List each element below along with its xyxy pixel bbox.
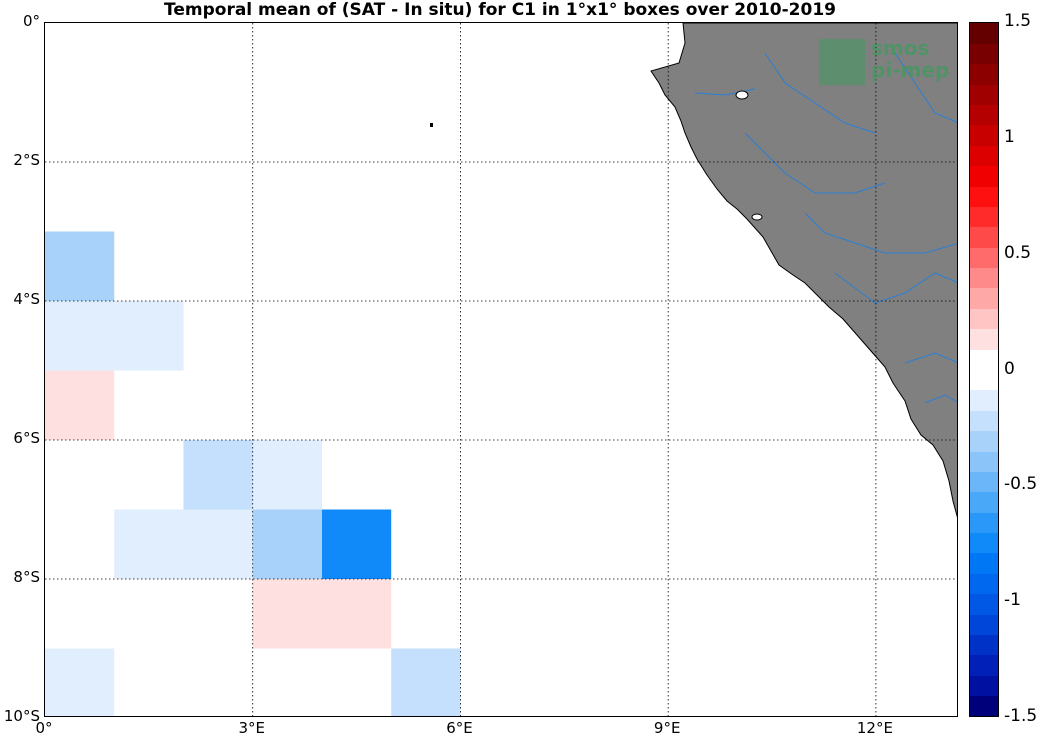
colorbar-segment-23 [970, 226, 998, 248]
colorbar-segment-8 [970, 532, 998, 554]
lon-tick-label-1: 3°E [238, 719, 265, 737]
colorbar-segment-30 [970, 84, 998, 106]
logo-mark [819, 39, 865, 85]
logo: smos pi-mep [819, 36, 949, 85]
colorbar-segment-25 [970, 186, 998, 207]
lon-tick-label-0: 0° [35, 719, 53, 737]
colorbar-segment-4 [970, 614, 998, 635]
colorbar-segment-15 [970, 389, 998, 411]
data-cell-3 [45, 370, 115, 440]
coast-river-3 [744, 132, 886, 194]
graticule-layer [45, 23, 957, 716]
lake-2 [751, 213, 763, 221]
colorbar-segment-12 [970, 451, 998, 472]
lat-tick-label-3: 6°S [13, 429, 40, 447]
land-layer [430, 23, 957, 518]
lat-tick-label-5: 10°S [3, 707, 40, 725]
colorbar-segment-18 [970, 328, 998, 350]
colorbar-segment-11 [970, 471, 998, 493]
colorbar-segment-2 [970, 654, 998, 676]
colorbar-segment-20 [970, 287, 998, 309]
data-cell-8 [252, 509, 322, 579]
colorbar-segment-33 [970, 23, 998, 44]
data-cell-11 [321, 579, 392, 649]
logo-line-2: pi-mep [871, 58, 949, 82]
data-cell-6 [114, 509, 184, 579]
colorbar-segment-19 [970, 308, 998, 330]
colorbar-segment-7 [970, 552, 998, 574]
lon-tick-label-2: 6°E [446, 719, 473, 737]
lon-tick-label-4: 12°E [856, 719, 893, 737]
colorbar-segment-0 [970, 695, 998, 717]
colorbar-segment-28 [970, 124, 998, 146]
data-cell-4 [183, 440, 253, 510]
map-frame: smos pi-mep [44, 22, 958, 717]
coast-river-5 [834, 272, 957, 304]
data-cell-9 [321, 509, 392, 579]
colorbar-tick-label-6: -1.5 [1004, 706, 1038, 726]
data-cell-13 [391, 648, 461, 716]
data-cell-12 [45, 648, 115, 716]
coast-river-7 [894, 52, 957, 123]
data-cell-5 [252, 440, 322, 510]
colorbar-tick-label-4: -0.5 [1004, 474, 1038, 495]
colorbar-segment-29 [970, 104, 998, 126]
colorbar-segment-16 [970, 369, 998, 391]
lat-tick-label-1: 2°S [13, 151, 40, 169]
coast-river-1 [764, 52, 876, 134]
colorbar-segment-1 [970, 675, 998, 697]
colorbar-segment-17 [970, 349, 998, 370]
coast-river-4 [804, 212, 957, 254]
data-cell-1 [45, 301, 115, 371]
colorbar-segment-5 [970, 593, 998, 615]
colorbar [969, 22, 999, 717]
colorbar-segment-31 [970, 63, 998, 85]
colorbar-tick-label-1: 1 [1004, 126, 1015, 147]
colorbar-segment-10 [970, 491, 998, 513]
lat-tick-label-0: 0° [22, 12, 40, 30]
colorbar-segment-6 [970, 573, 998, 595]
data-cell-10 [252, 579, 322, 649]
colorbar-segment-21 [970, 267, 998, 289]
colorbar-segment-32 [970, 43, 998, 65]
colorbar-segment-13 [970, 430, 998, 452]
logo-line-1: smos [871, 36, 929, 60]
colorbar-segment-26 [970, 165, 998, 187]
lat-tick-label-2: 4°S [13, 290, 40, 308]
coast-river-8 [924, 394, 957, 404]
data-cells-layer [45, 231, 461, 716]
colorbar-segment-27 [970, 145, 998, 167]
colorbar-segment-14 [970, 410, 998, 432]
data-cell-0 [45, 231, 115, 301]
map-canvas: smos pi-mep [45, 23, 957, 716]
map-title: Temporal mean of (SAT - In situ) for C1 … [164, 0, 836, 20]
colorbar-tick-label-5: -1 [1004, 590, 1021, 611]
colorbar-segment-9 [970, 512, 998, 534]
data-cell-2 [114, 301, 184, 371]
data-cell-7 [183, 509, 253, 579]
landmass [650, 23, 957, 518]
coast-river-6 [904, 352, 957, 364]
colorbar-tick-label-0: 1.5 [1004, 11, 1032, 31]
lat-tick-label-4: 8°S [13, 568, 40, 586]
colorbar-tick-label-2: 0.5 [1004, 242, 1032, 263]
colorbar-segment-24 [970, 206, 998, 228]
colorbar-segment-3 [970, 634, 998, 656]
lon-tick-label-3: 9°E [653, 719, 681, 737]
colorbar-segment-22 [970, 247, 998, 269]
island-small [430, 123, 433, 127]
lake-1 [735, 90, 749, 100]
colorbar-tick-label-3: 0 [1004, 358, 1015, 379]
